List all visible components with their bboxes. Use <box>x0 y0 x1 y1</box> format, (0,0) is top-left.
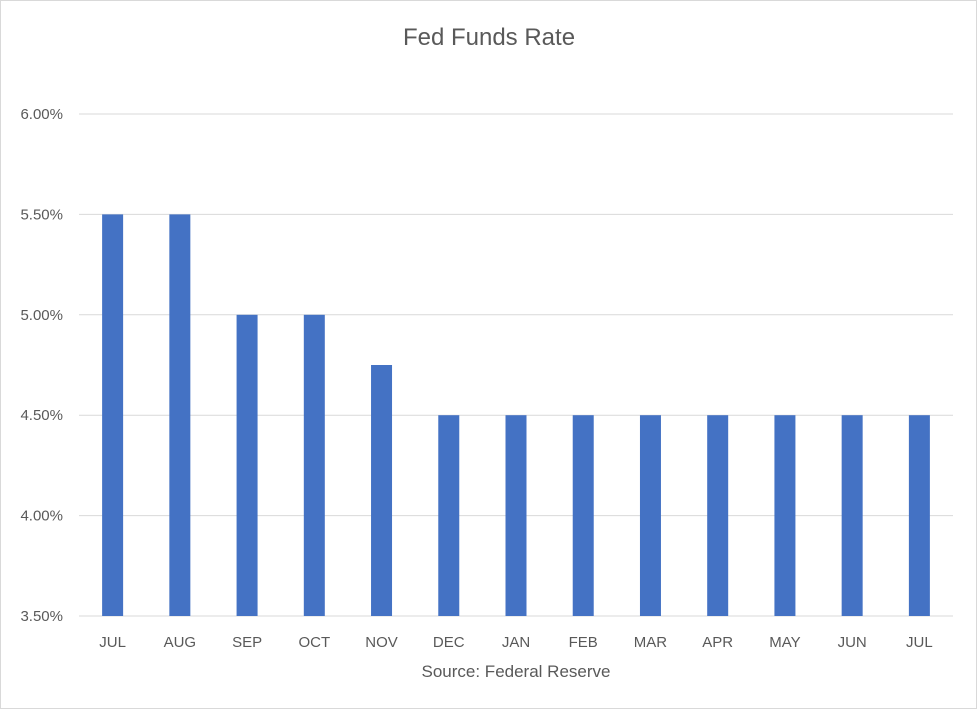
bar <box>303 314 325 616</box>
bar <box>236 314 258 616</box>
bar <box>572 415 594 616</box>
y-tick-label: 3.50% <box>20 608 63 625</box>
x-tick-label: MAR <box>634 634 668 651</box>
bar <box>908 415 930 616</box>
x-tick-label: AUG <box>164 634 197 651</box>
x-tick-label: DEC <box>433 634 465 651</box>
bar <box>639 415 661 616</box>
x-tick-label: NOV <box>365 634 398 651</box>
x-tick-label: FEB <box>569 634 598 651</box>
x-tick-label: OCT <box>298 634 330 651</box>
bar <box>169 214 191 616</box>
x-tick-label: MAY <box>769 634 800 651</box>
bar <box>707 415 729 616</box>
y-tick-label: 5.50% <box>20 206 63 223</box>
x-tick-label: JUN <box>838 634 867 651</box>
bars <box>102 214 930 616</box>
bar <box>505 415 527 616</box>
y-tick-label: 5.00% <box>20 307 63 324</box>
x-tick-label: APR <box>702 634 733 651</box>
y-tick-label: 4.50% <box>20 407 63 424</box>
bar <box>774 415 796 616</box>
bar <box>841 415 863 616</box>
x-tick-label: JUL <box>906 634 933 651</box>
y-axis-tick-labels: 3.50% 4.00% 4.50% 5.00% 5.50% 6.00% <box>20 106 63 625</box>
bar <box>371 365 393 616</box>
y-tick-label: 4.00% <box>20 508 63 525</box>
bar <box>102 214 124 616</box>
x-axis-label: Source: Federal Reserve <box>422 662 611 681</box>
x-axis-tick-labels: JUL AUG SEP OCT NOV DEC JAN FEB MAR APR MAY JUN JUL <box>99 634 932 651</box>
x-tick-label: JAN <box>502 634 530 651</box>
chart-title: Fed Funds Rate <box>403 24 575 51</box>
x-tick-label: SEP <box>232 634 262 651</box>
x-tick-label: JUL <box>99 634 126 651</box>
y-tick-label: 6.00% <box>20 106 63 123</box>
bar <box>438 415 460 616</box>
